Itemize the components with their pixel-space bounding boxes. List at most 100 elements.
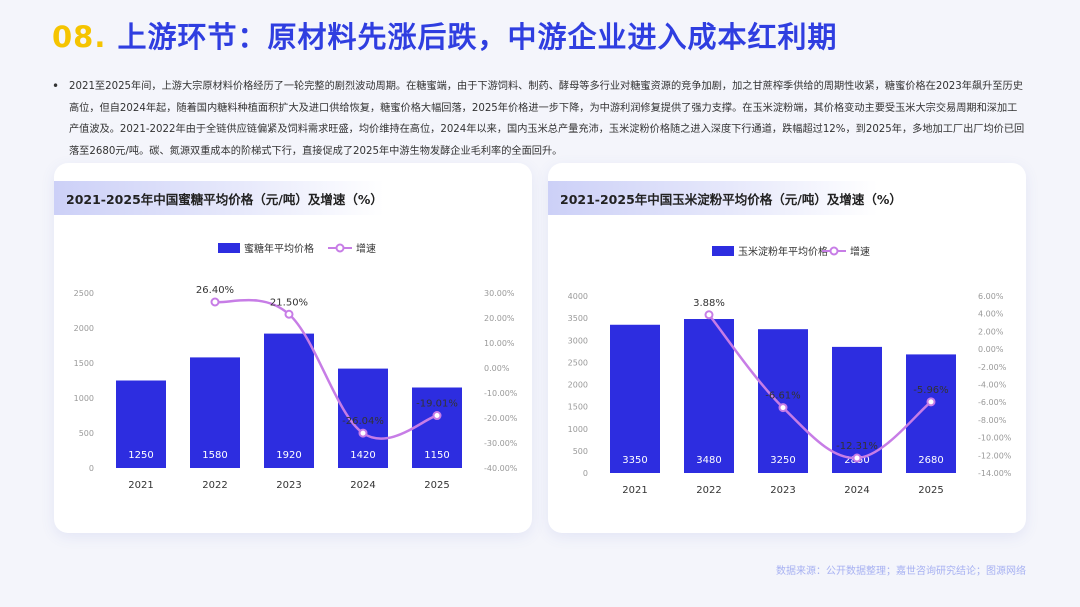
y-left-tick-label: 0	[89, 464, 94, 473]
growth-point	[778, 403, 788, 413]
bar-value-label: 1580	[202, 450, 227, 461]
x-tick-label: 2023	[276, 480, 301, 491]
bar	[338, 368, 388, 468]
y-left-tick-label: 500	[573, 447, 588, 456]
growth-value-label: -26.04%	[342, 416, 384, 427]
x-tick-label: 2024	[844, 485, 869, 496]
growth-value-label: 21.50%	[270, 297, 308, 308]
y-right-tick-label: -4.00%	[978, 381, 1007, 390]
y-right-tick-label: 4.00%	[978, 310, 1004, 319]
bar	[684, 319, 734, 473]
x-tick-label: 2024	[350, 480, 375, 491]
bullet-dot: •	[52, 79, 60, 93]
y-right-tick-label: -40.00%	[484, 464, 518, 473]
y-right-tick-label: 0.00%	[978, 345, 1004, 354]
y-right-tick-label: -30.00%	[484, 439, 518, 448]
growth-point	[926, 397, 936, 407]
y-right-tick-label: -14.00%	[978, 469, 1012, 478]
y-right-tick-label: 10.00%	[484, 339, 515, 348]
y-left-tick-label: 2000	[568, 381, 588, 390]
legend-label-line: 增速	[356, 242, 376, 255]
growth-point	[704, 310, 714, 320]
bar	[758, 329, 808, 473]
y-right-tick-label: -10.00%	[978, 434, 1012, 443]
growth-value-label: -5.96%	[913, 385, 948, 396]
data-source: 数据来源：公开数据整理；嘉世咨询研究结论；图源网络	[776, 566, 1026, 577]
y-right-tick-label: -6.00%	[978, 398, 1007, 407]
y-right-tick-label: 6.00%	[978, 292, 1004, 301]
y-right-tick-label: -20.00%	[484, 414, 518, 423]
section-title: 上游环节：原材料先涨后跌，中游企业进入成本红利期	[117, 20, 838, 54]
y-right-tick-label: 0.00%	[484, 364, 510, 373]
y-right-tick-label: 20.00%	[484, 314, 515, 323]
y-left-tick-label: 1500	[74, 359, 94, 368]
section-number: 08.	[52, 20, 107, 54]
y-left-tick-label: 2000	[74, 324, 94, 333]
chart-header: 2021-2025年中国玉米淀粉平均价格（元/吨）及增速（%）	[548, 181, 902, 215]
y-left-tick-label: 500	[79, 429, 94, 438]
cornstarch-price-chart: 玉米淀粉年平均价格 增速 0 500 1000 1500 2000 2500 3000 3500 4…	[568, 245, 1012, 496]
bar-value-label: 1920	[276, 450, 301, 461]
bar	[906, 354, 956, 473]
y-left-tick-label: 2500	[568, 358, 588, 367]
growth-value-label: 3.88%	[693, 298, 725, 309]
y-left-tick-label: 1000	[568, 425, 588, 434]
x-tick-label: 2022	[696, 485, 721, 496]
y-right-tick-label: -8.00%	[978, 416, 1007, 425]
growth-point	[852, 453, 862, 463]
chart-card-cornstarch: 2021-2025年中国玉米淀粉平均价格（元/吨）及增速（%） 玉米淀粉年平均价…	[548, 163, 1026, 533]
growth-point	[210, 297, 220, 307]
bar	[412, 387, 462, 468]
growth-value-label: -19.01%	[416, 399, 458, 410]
y-left-tick-label: 1500	[568, 403, 588, 412]
y-right-tick-label: -12.00%	[978, 451, 1012, 460]
growth-value-label: -12.31%	[836, 441, 878, 452]
x-tick-label: 2021	[622, 485, 647, 496]
y-left-tick-label: 3500	[568, 314, 588, 323]
chart-header: 2021-2025年中国蜜糖平均价格（元/吨）及增速（%）	[54, 181, 384, 215]
chart-title: 2021-2025年中国蜜糖平均价格（元/吨）及增速（%）	[66, 192, 383, 207]
x-tick-label: 2021	[128, 480, 153, 491]
growth-point	[284, 309, 294, 319]
chart-title: 2021-2025年中国玉米淀粉平均价格（元/吨）及增速（%）	[560, 192, 902, 207]
bar	[610, 324, 660, 473]
y-left-tick-label: 0	[583, 469, 588, 478]
bar-value-label: 2680	[918, 455, 943, 466]
legend-bar-swatch	[712, 246, 734, 256]
molasses-price-chart: 蜜糖年平均价格 增速 0 500 1000 1500 2000 2500 -40.00% -30.…	[74, 242, 518, 491]
page-title: 08. 上游环节：原材料先涨后跌，中游企业进入成本红利期	[52, 14, 838, 56]
y-right-tick-label: -10.00%	[484, 389, 518, 398]
x-tick-label: 2023	[770, 485, 795, 496]
legend-bar-swatch	[218, 243, 240, 253]
legend-line-marker	[335, 243, 345, 253]
legend-label-bar: 蜜糖年平均价格	[244, 242, 314, 255]
x-tick-label: 2025	[424, 480, 449, 491]
legend-label-line: 增速	[850, 245, 870, 258]
growth-point	[432, 411, 442, 421]
legend-line-marker	[829, 246, 839, 256]
summary-text: 2021至2025年间，上游大宗原材料价格经历了一轮完整的剧烈波动周期。在糖蜜端…	[69, 81, 1025, 157]
bar-value-label: 1250	[128, 450, 153, 461]
growth-value-label: 26.40%	[196, 285, 234, 296]
bar-value-label: 1150	[424, 450, 449, 461]
bar	[264, 333, 314, 468]
bar-value-label: 1420	[350, 450, 375, 461]
growth-point	[358, 428, 368, 438]
y-left-tick-label: 1000	[74, 394, 94, 403]
y-left-tick-label: 4000	[568, 292, 588, 301]
legend-label-bar: 玉米淀粉年平均价格	[738, 245, 828, 258]
x-tick-label: 2025	[918, 485, 943, 496]
chart-card-molasses: 2021-2025年中国蜜糖平均价格（元/吨）及增速（%） 蜜糖年平均价格 增速 0…	[54, 163, 532, 533]
growth-line	[214, 298, 438, 440]
y-right-tick-label: -2.00%	[978, 363, 1007, 372]
y-right-tick-label: 30.00%	[484, 289, 515, 298]
y-left-tick-label: 3000	[568, 336, 588, 345]
growth-value-label: -6.61%	[765, 391, 800, 402]
bar-value-label: 3250	[770, 455, 795, 466]
x-tick-label: 2022	[202, 480, 227, 491]
bar-value-label: 3350	[622, 455, 647, 466]
bar	[190, 357, 240, 468]
bar-value-label: 3480	[696, 455, 721, 466]
y-left-tick-label: 2500	[74, 289, 94, 298]
bar	[116, 380, 166, 468]
